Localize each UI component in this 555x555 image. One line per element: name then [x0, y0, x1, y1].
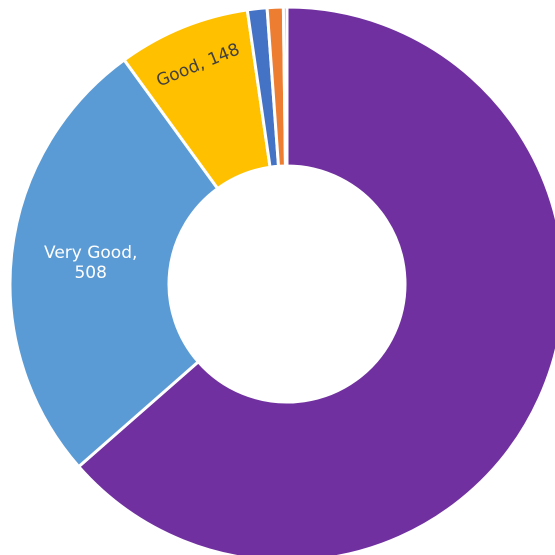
- donut-slices: [8, 5, 555, 555]
- donut-slice-0: [76, 5, 555, 555]
- data-label-line: Very Good,: [44, 243, 137, 263]
- data-label-line: 508: [74, 263, 106, 283]
- data-label-0: Very Good, 508: [44, 243, 137, 283]
- donut-slice-1: [8, 57, 220, 469]
- donut-slice-5: [281, 5, 289, 168]
